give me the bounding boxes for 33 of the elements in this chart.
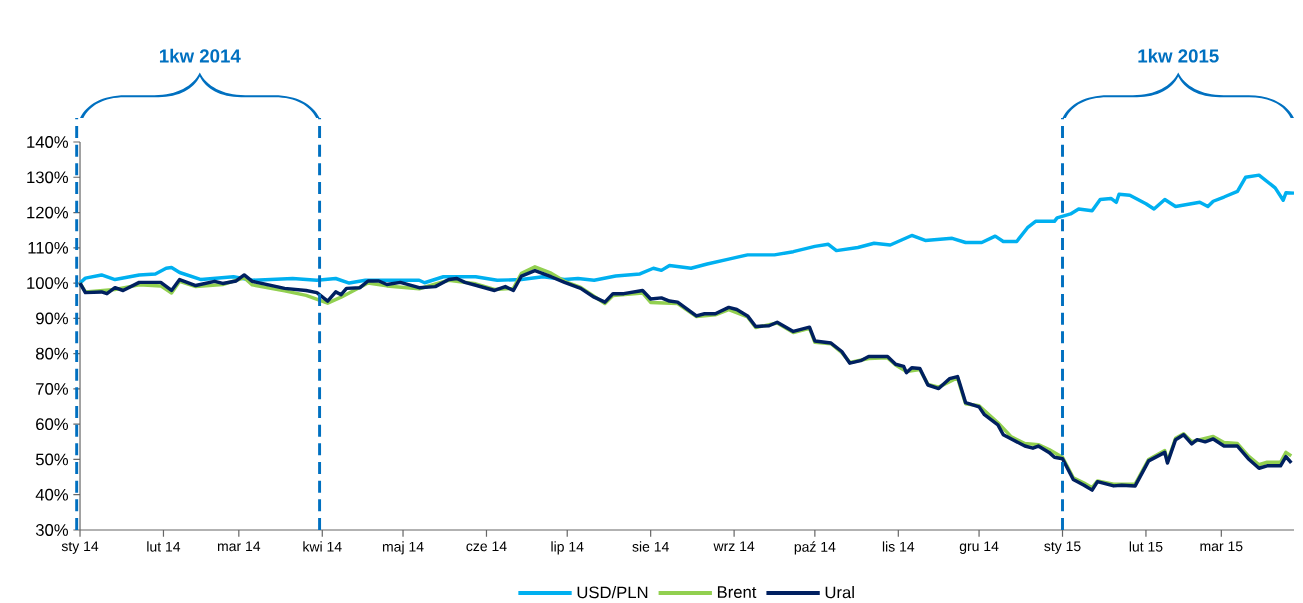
x-tick-label: lis 14 (882, 541, 915, 552)
x-tick-label: wrz 14 (713, 541, 755, 551)
x-tick-label: lip 14 (551, 541, 584, 555)
x-tick-label: sty 14 (61, 541, 99, 554)
y-tick-label: 80% (36, 347, 69, 360)
x-tick-label: maj 14 (382, 541, 424, 555)
y-tick-label: 30% (35, 524, 69, 536)
x-tick-label: sie 14 (632, 541, 669, 552)
y-tick-label: 50% (35, 453, 69, 466)
x-tick-label: kwi 14 (303, 541, 342, 552)
text: 1kw 2014 (159, 48, 241, 63)
y-tick-label: 60% (36, 418, 69, 431)
legend-label: Brent (717, 586, 757, 598)
x-tick-label: mar 15 (1200, 541, 1243, 552)
x-tick-label: paź 14 (794, 541, 836, 555)
x-tick-label: sty 15 (1044, 541, 1081, 554)
legend-label: USD/PLN (577, 586, 648, 599)
text: 1kw 2015 (1138, 48, 1219, 63)
x-tick-label: gru 14 (959, 541, 999, 554)
y-tick-label: 130% (27, 171, 69, 184)
y-tick-label: 100% (27, 277, 69, 289)
y-tick-label: 110% (28, 241, 69, 254)
x-tick-label: lut 14 (147, 541, 181, 552)
y-tick-label: 40% (35, 488, 69, 501)
y-tick-label: 140% (27, 136, 69, 148)
y-tick-label: 70% (36, 383, 69, 395)
x-tick-label: mar 14 (217, 541, 261, 552)
y-tick-label: 90% (36, 312, 69, 325)
legend-label: Ural (825, 586, 854, 599)
x-tick-label: lut 15 (1129, 541, 1163, 552)
y-tick-label: 120% (27, 206, 69, 219)
x-tick-label: cze 14 (466, 541, 507, 552)
line-series (78, 173, 1296, 285)
